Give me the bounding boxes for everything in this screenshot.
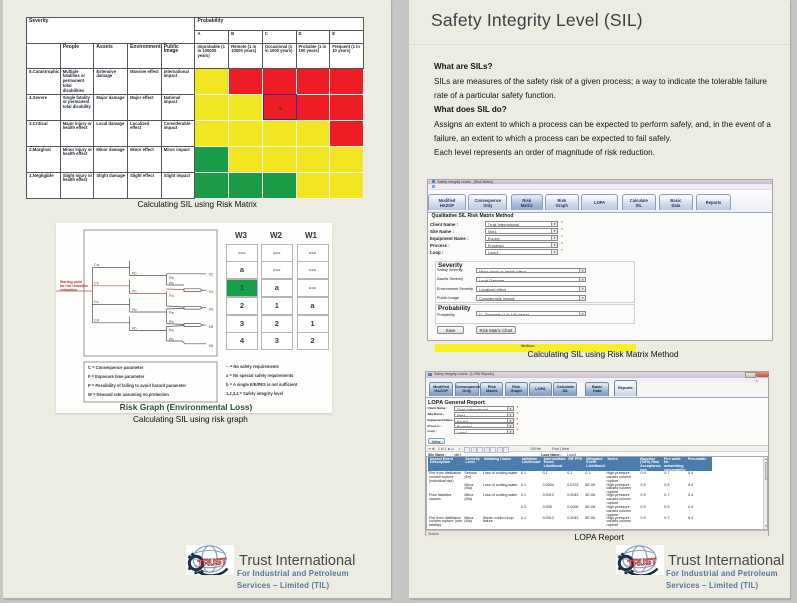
svg-text:Pb: Pb	[169, 337, 174, 341]
svg-text:Pb: Pb	[169, 320, 174, 324]
svg-text:Fb: Fb	[132, 326, 136, 330]
svg-text:X5: X5	[209, 325, 214, 329]
svg-text:Pa: Pa	[169, 276, 175, 280]
svg-text:X4: X4	[209, 307, 214, 311]
svg-text:Starting point: Starting point	[60, 280, 83, 284]
svg-text:X6: X6	[209, 344, 214, 348]
svg-text:for risk reduction: for risk reduction	[60, 284, 88, 288]
svg-text:Fb: Fb	[132, 271, 136, 275]
svg-text:estimation: estimation	[60, 288, 77, 292]
svg-text:Pb: Pb	[169, 281, 174, 285]
svg-text:TRUST: TRUST	[197, 556, 227, 569]
svg-text:Cb: Cb	[94, 282, 99, 286]
svg-text:Pa: Pa	[169, 311, 175, 315]
svg-text:Fb: Fb	[132, 308, 136, 312]
svg-text:X2: X2	[209, 272, 214, 276]
svg-text:X3: X3	[209, 290, 214, 294]
svg-text:Pa: Pa	[169, 329, 175, 333]
svg-text:Cc: Cc	[94, 300, 99, 304]
svg-text:Ca: Ca	[94, 263, 100, 267]
svg-text:Cd: Cd	[94, 319, 99, 323]
svg-text:Pa: Pa	[169, 294, 175, 298]
svg-text:TRUST: TRUST	[627, 556, 657, 569]
svg-text:Fb: Fb	[132, 289, 136, 293]
